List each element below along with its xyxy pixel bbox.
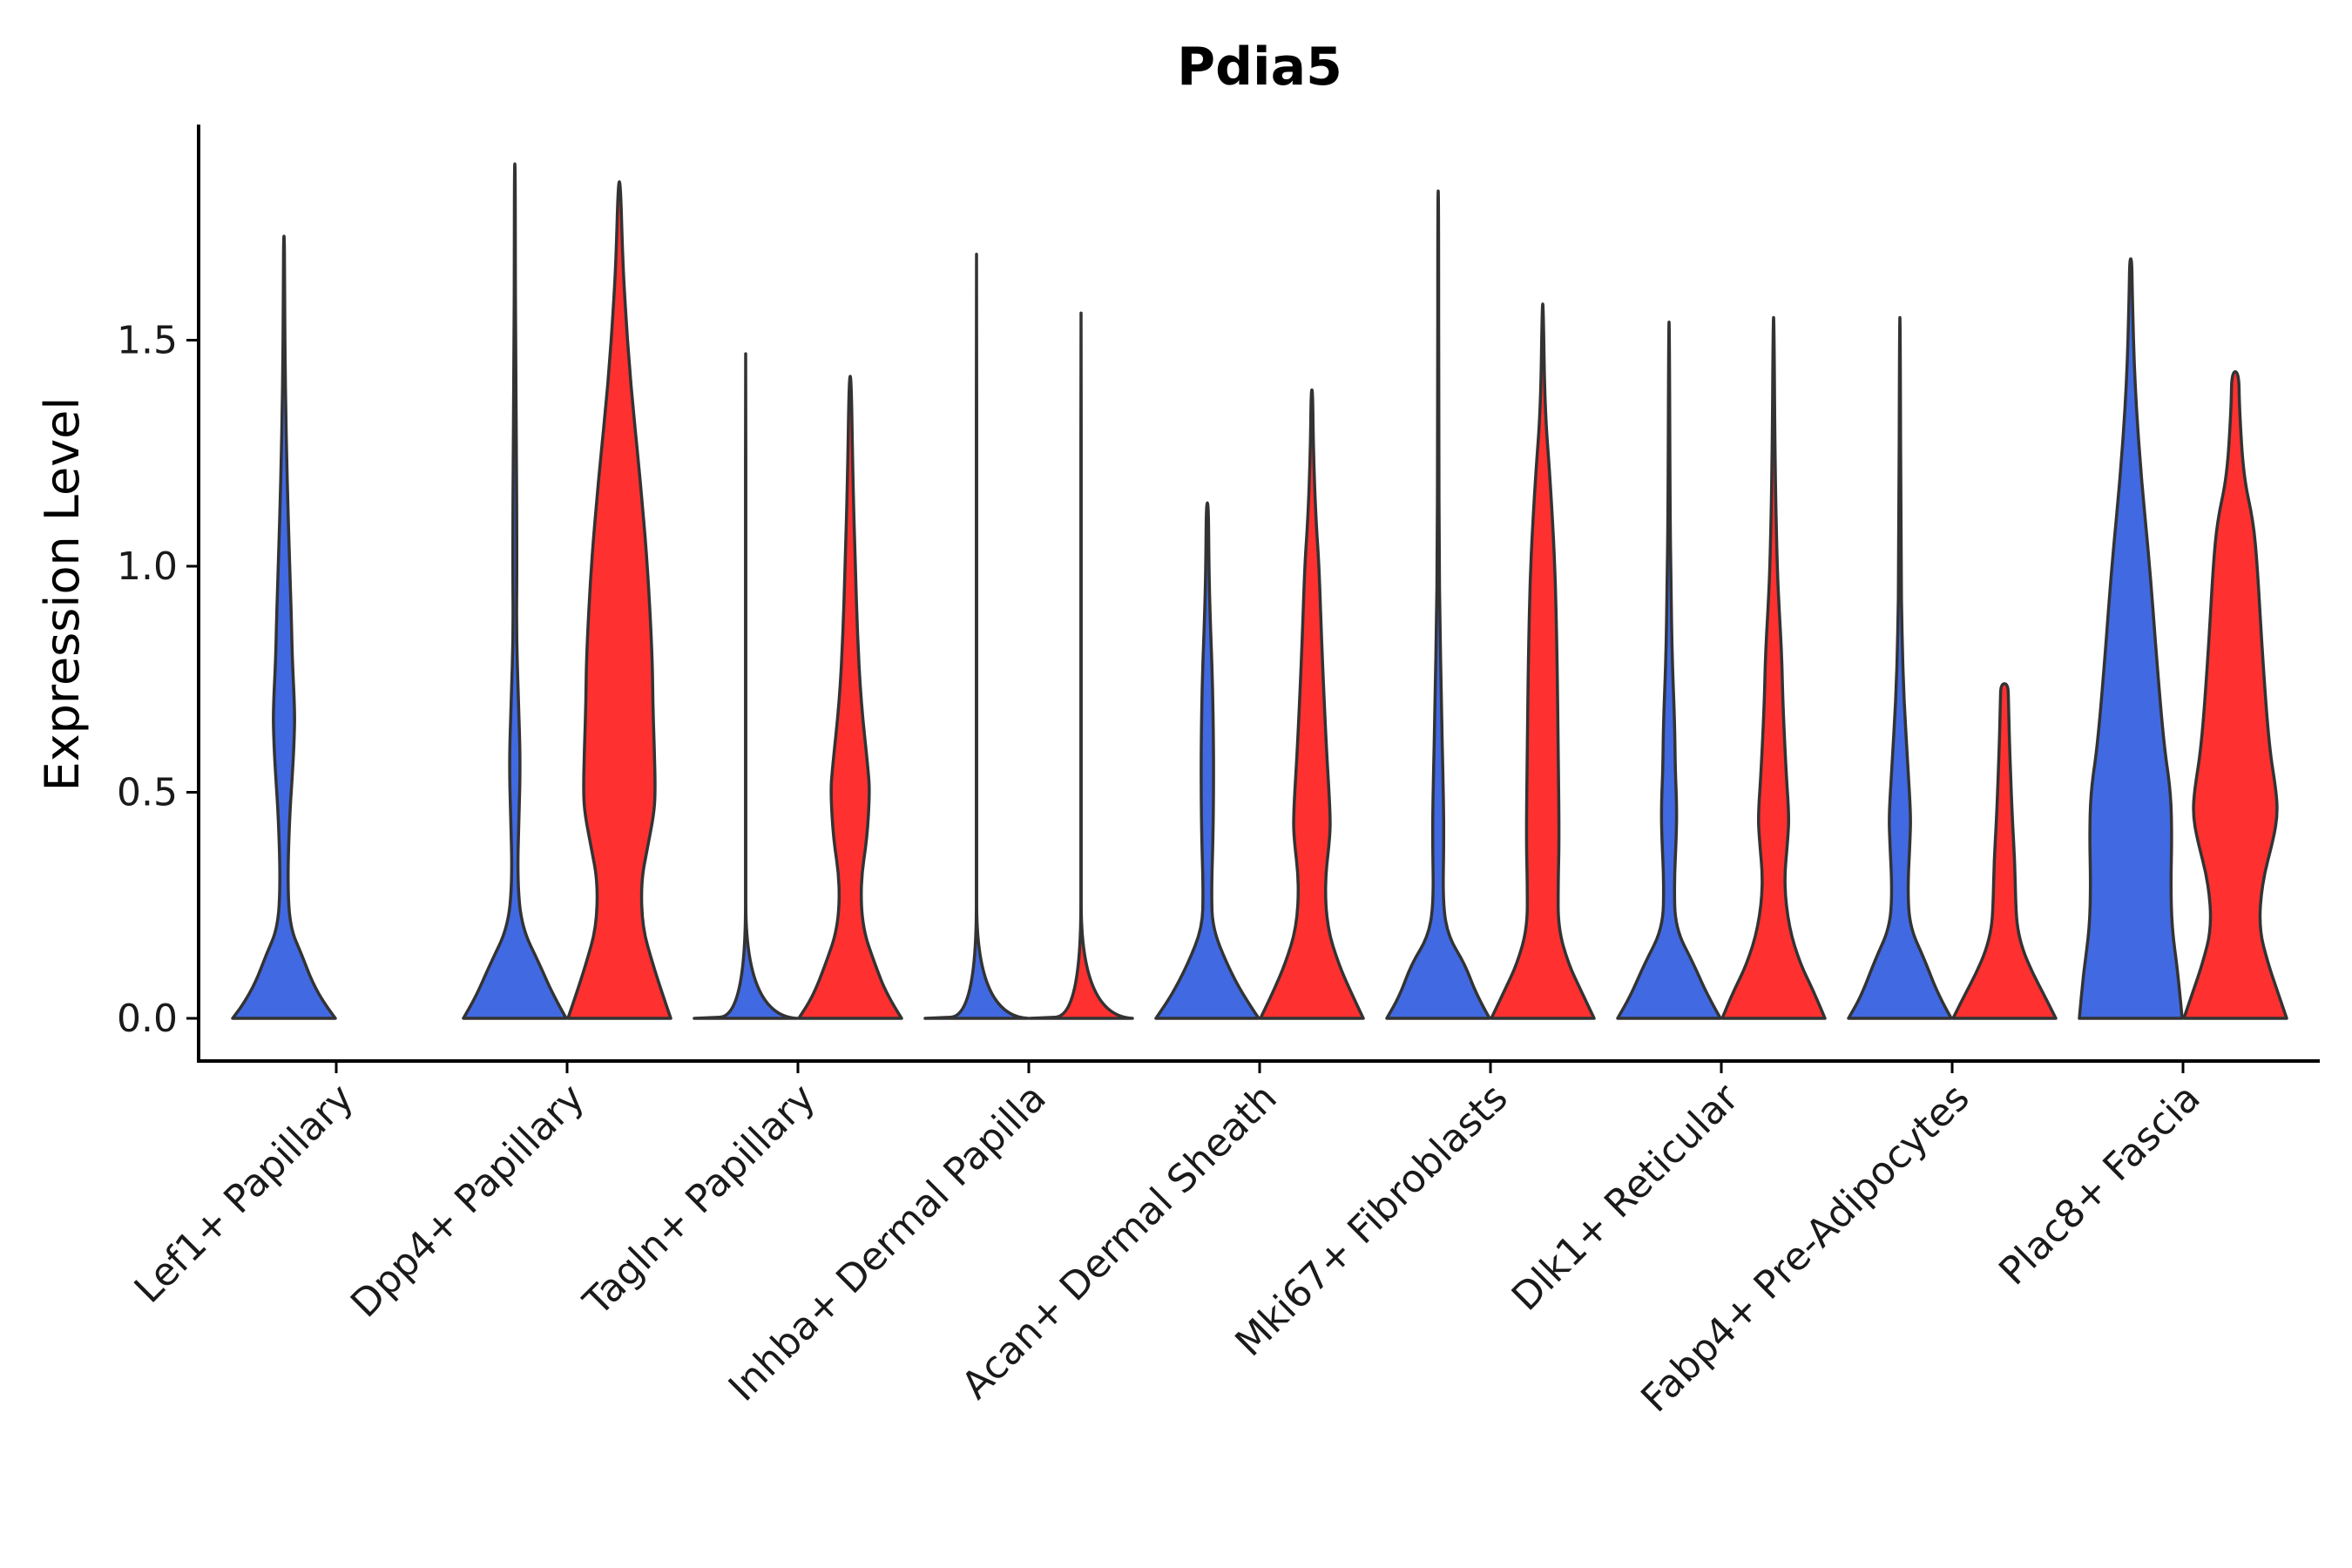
violin-red-6 (1720, 315, 1827, 1020)
y-tick-label: 0.5 (117, 771, 178, 815)
violin-blue-8 (2078, 257, 2184, 1020)
y-ticks: 0.0 0.5 1.0 1.5 (117, 319, 199, 1041)
violin-blue-1 (462, 162, 568, 1020)
x-tick-label: Tagln+ Papillary (575, 1076, 824, 1325)
violin-red-8 (2182, 370, 2288, 1020)
y-axis-label: Expression Level (35, 397, 90, 792)
violin-red-2 (797, 375, 903, 1020)
y-tick-label: 0.0 (117, 997, 178, 1041)
violin-red-4 (1259, 388, 1365, 1020)
violin-blue-0 (231, 234, 337, 1020)
violin-red-7 (1951, 682, 2058, 1020)
x-tick-label: Dlk1+ Reticular (1504, 1075, 1748, 1320)
violin-blue-4 (1154, 501, 1260, 1020)
violin-red-5 (1490, 302, 1596, 1020)
chart-title: Pdia5 (1177, 37, 1342, 98)
violin-red-1 (566, 180, 672, 1020)
violin-blue-3 (923, 253, 1030, 1020)
violins-layer (231, 162, 2288, 1020)
violin-blue-2 (693, 352, 799, 1020)
violin-blue-7 (1847, 315, 1953, 1020)
violin-blue-5 (1385, 189, 1491, 1020)
x-tick-label: Dpp4+ Papillary (342, 1076, 593, 1327)
x-tick-label: Plac8+ Fascia (1990, 1076, 2209, 1294)
violin-red-3 (1028, 311, 1134, 1020)
y-tick-label: 1.0 (117, 544, 178, 589)
y-tick-label: 1.5 (117, 319, 178, 363)
violin-blue-6 (1616, 320, 1722, 1020)
x-tick-label: Lef1+ Papillary (126, 1076, 362, 1312)
